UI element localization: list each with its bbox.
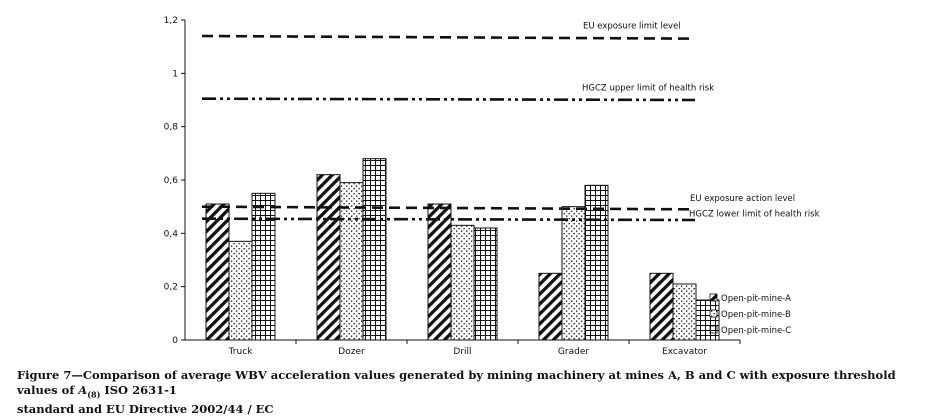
- bars: [205, 158, 720, 341]
- reference-line-label: HGCZ upper limit of health risk: [582, 83, 714, 93]
- y-tick-label: 1,2: [164, 16, 178, 26]
- y-tick-label: 0,8: [164, 123, 179, 133]
- bar-open-pit-mine-c-excavator: [695, 299, 720, 341]
- bar-open-pit-mine-c-truck: [251, 192, 276, 341]
- y-tick-label: 1: [172, 69, 178, 79]
- bar-open-pit-mine-c-drill: [473, 227, 498, 341]
- bar-open-pit-mine-c-grader: [584, 184, 609, 341]
- caption-symbol: A: [78, 383, 88, 397]
- x-category-label: Grader: [558, 347, 589, 357]
- y-tick-label: 0,2: [164, 283, 178, 293]
- bar-open-pit-mine-b-excavator: [672, 283, 697, 341]
- x-category-label: Drill: [453, 347, 471, 357]
- bar-open-pit-mine-b-drill: [450, 224, 475, 341]
- legend: Open-pit-mine-A Open-pit-mine-B Open-pit…: [709, 293, 791, 336]
- reference-line: [201, 97, 696, 102]
- x-category-label: Dozer: [338, 347, 365, 357]
- bar-open-pit-mine-a-drill: [427, 203, 452, 341]
- y-tick-label: 0: [172, 336, 178, 346]
- reference-line-label: HGCZ lower limit of health risk: [689, 209, 820, 219]
- legend-swatch-b: [709, 309, 718, 318]
- reference-line: [201, 205, 696, 211]
- caption-text: Comparison of average WBV acceleration v…: [17, 368, 896, 397]
- legend-item-b: Open-pit-mine-B: [709, 309, 791, 320]
- x-axis-categories: Truck Dozer Drill Grader Excavator: [228, 340, 741, 357]
- caption-line-2: standard and EU Directive 2002/44 / EC: [17, 402, 274, 417]
- bar-open-pit-mine-a-grader: [538, 272, 563, 341]
- legend-label-b: Open-pit-mine-B: [721, 310, 791, 320]
- bar-open-pit-mine-c-dozer: [362, 158, 387, 341]
- reference-line: [201, 34, 696, 40]
- bar-open-pit-mine-b-grader: [561, 206, 586, 341]
- bar-chart: 0 0,2 0,4 0,6 0,8 1 1,2 Truck Dozer Drill Grader E…: [164, 16, 820, 357]
- bar-open-pit-mine-a-truck: [205, 203, 230, 341]
- legend-item-c: Open-pit-mine-C: [709, 325, 791, 336]
- figure-caption: Figure 7—Comparison of average WBV accel…: [17, 368, 932, 417]
- reference-lines: EU exposure limit level HGCZ upper limit …: [201, 21, 820, 222]
- legend-label-c: Open-pit-mine-C: [721, 326, 791, 336]
- x-category-label: Excavator: [662, 347, 707, 357]
- reference-line: [201, 217, 696, 222]
- x-category-label: Truck: [228, 347, 254, 357]
- caption-label: Figure 7—: [17, 368, 83, 382]
- reference-line-label: EU exposure action level: [690, 194, 795, 204]
- legend-swatch-c: [709, 325, 718, 334]
- legend-swatch-a: [709, 293, 718, 302]
- y-tick-label: 0,6: [164, 176, 179, 186]
- bar-open-pit-mine-b-truck: [228, 240, 253, 341]
- caption-symbol-sub: (8): [87, 389, 101, 400]
- y-tick-label: 0,4: [164, 229, 179, 239]
- bar-open-pit-mine-a-dozer: [316, 174, 341, 341]
- legend-item-a: Open-pit-mine-A: [709, 293, 791, 304]
- legend-label-a: Open-pit-mine-A: [721, 294, 791, 304]
- y-axis-ticks: 0 0,2 0,4 0,6 0,8 1 1,2: [164, 16, 185, 346]
- bar-open-pit-mine-a-excavator: [649, 272, 674, 341]
- caption-text-end: ISO 2631-1: [100, 383, 177, 397]
- reference-line-label: EU exposure limit level: [583, 21, 681, 31]
